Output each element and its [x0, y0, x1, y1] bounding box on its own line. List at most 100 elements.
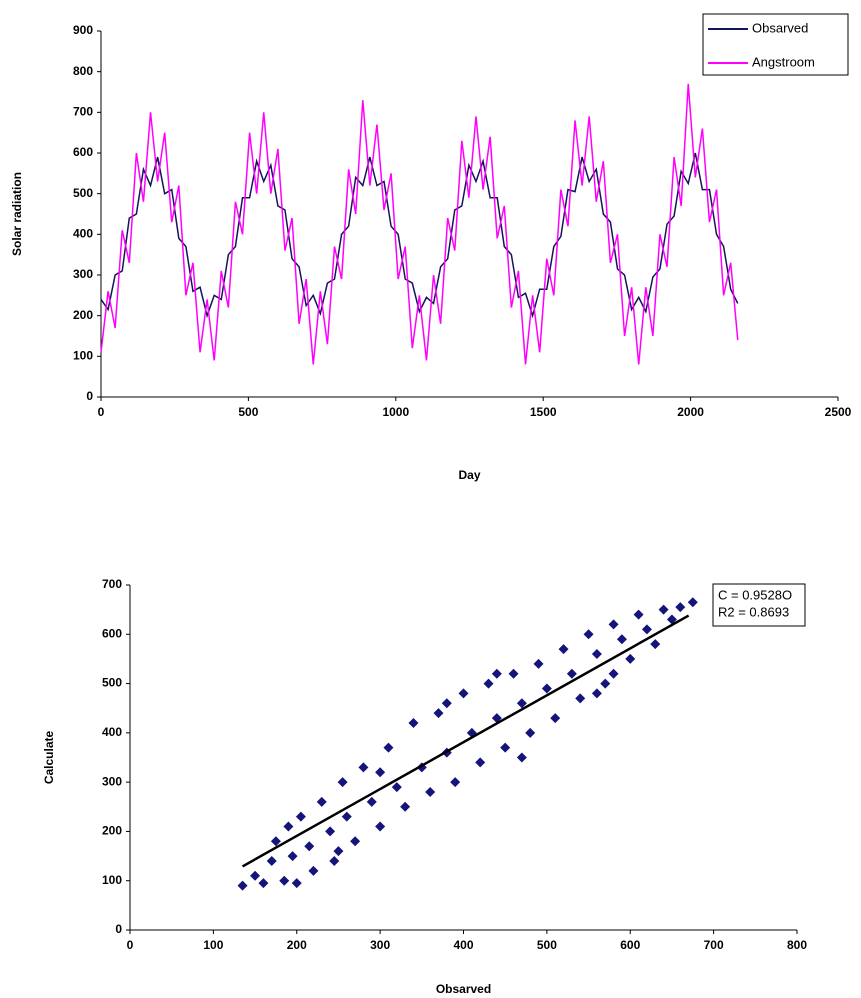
point	[658, 604, 669, 615]
point	[591, 688, 602, 699]
y-tick-label: 600	[102, 626, 122, 640]
point	[591, 649, 602, 659]
x-tick-label: 700	[704, 938, 724, 952]
point	[625, 653, 636, 664]
x-tick-label: 800	[787, 938, 807, 952]
point	[283, 821, 294, 832]
point	[533, 658, 544, 669]
y-axis-label: Calculate	[42, 730, 56, 784]
point	[408, 718, 419, 728]
point	[450, 777, 461, 788]
point	[308, 865, 319, 876]
point	[433, 708, 444, 719]
y-tick-label: 100	[102, 873, 122, 887]
y-tick-label: 100	[73, 349, 93, 363]
y-tick-label: 400	[73, 227, 93, 241]
point	[258, 878, 269, 889]
x-tick-label: 100	[203, 938, 223, 952]
point	[608, 619, 619, 630]
point	[325, 826, 336, 837]
point	[550, 713, 561, 724]
annotation: C = 0.9528O	[718, 587, 792, 602]
x-tick-label: 500	[537, 938, 557, 952]
point	[687, 597, 698, 608]
x-tick-label: 2500	[825, 405, 852, 419]
point	[383, 742, 394, 753]
point	[316, 796, 327, 807]
point	[500, 742, 511, 753]
x-tick-label: 500	[238, 405, 258, 419]
x-tick-label: 400	[453, 938, 473, 952]
x-tick-label: 0	[127, 938, 134, 952]
legend-box	[702, 13, 849, 76]
x-tick-label: 1000	[382, 405, 409, 419]
y-tick-label: 0	[86, 389, 93, 403]
y-tick-label: 700	[73, 105, 93, 119]
x-tick-label: 200	[287, 938, 307, 952]
x-tick-label: 2000	[677, 405, 704, 419]
point	[279, 875, 290, 886]
y-tick-label: 0	[115, 922, 122, 936]
y-tick-label: 400	[102, 725, 122, 739]
point	[333, 846, 344, 857]
y-tick-label: 900	[73, 23, 93, 37]
point	[483, 678, 494, 689]
point	[425, 787, 436, 797]
line	[100, 152, 739, 319]
x-axis-label: Obsarved	[436, 982, 491, 996]
y-axis-label: Solar radiation	[10, 172, 24, 256]
point	[516, 698, 527, 709]
point	[341, 811, 352, 822]
point	[666, 614, 677, 625]
x-axis-label: Day	[458, 468, 480, 482]
point	[525, 727, 536, 738]
point	[508, 668, 519, 679]
point	[675, 602, 686, 613]
point	[270, 836, 281, 847]
point	[391, 782, 402, 793]
line	[100, 83, 739, 365]
point	[287, 851, 298, 862]
trendline	[241, 614, 690, 868]
point	[350, 836, 361, 847]
point	[375, 767, 386, 778]
point	[337, 777, 348, 788]
y-tick-label: 800	[73, 64, 93, 78]
point	[575, 693, 586, 704]
y-tick-label: 500	[102, 676, 122, 690]
point	[291, 878, 302, 889]
point	[558, 644, 569, 655]
point	[641, 624, 652, 635]
annotation-box	[712, 583, 806, 627]
point	[616, 634, 627, 645]
annotation: R2 = 0.8693	[718, 604, 789, 619]
point	[650, 639, 661, 650]
x-tick-label: 0	[98, 405, 105, 419]
point	[458, 688, 469, 699]
point	[633, 609, 644, 620]
point	[400, 801, 411, 812]
point	[237, 880, 248, 891]
point	[375, 821, 386, 832]
y-tick-label: 300	[73, 267, 93, 281]
point	[491, 668, 502, 679]
point	[541, 683, 552, 694]
point	[304, 841, 315, 852]
point	[566, 668, 577, 679]
point	[250, 870, 261, 881]
point	[295, 811, 306, 822]
y-tick-label: 200	[73, 308, 93, 322]
point	[329, 856, 340, 866]
point	[266, 856, 277, 866]
point	[366, 796, 377, 807]
x-tick-label: 300	[370, 938, 390, 952]
legend-label: Obsarved	[752, 20, 808, 35]
point	[516, 752, 527, 763]
x-tick-label: 1500	[530, 405, 557, 419]
y-tick-label: 700	[102, 577, 122, 591]
y-tick-label: 600	[73, 145, 93, 159]
y-tick-label: 500	[73, 186, 93, 200]
point	[358, 762, 369, 773]
